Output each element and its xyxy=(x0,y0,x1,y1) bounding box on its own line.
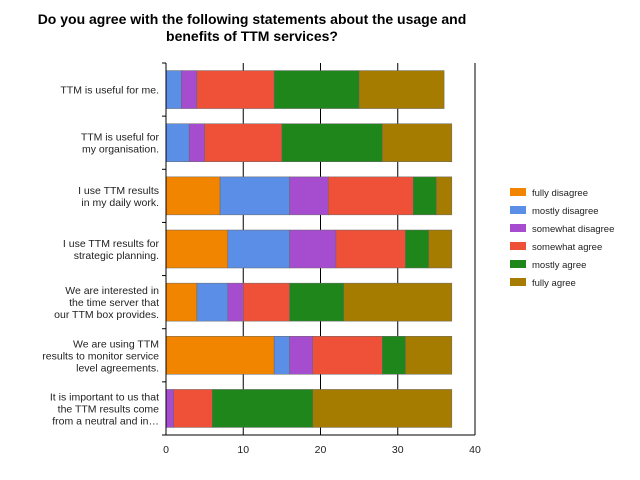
legend-label: somewhat agree xyxy=(532,242,602,253)
bar-segment-mostly-disagree xyxy=(165,70,182,109)
axes xyxy=(162,62,475,436)
bar-segment-fully-agree xyxy=(382,123,453,162)
bar-segment-somewhat-agree xyxy=(196,70,275,109)
category-label: We are interested in xyxy=(65,285,159,297)
x-tick-labels: 0 10 20 30 40 xyxy=(163,444,481,456)
category-label: I use TTM results xyxy=(78,185,159,197)
legend-swatch xyxy=(510,206,526,214)
chart-title-line: benefits of TTM services? xyxy=(166,28,338,44)
bar-segment-mostly-agree xyxy=(281,123,383,162)
bar-segment-mostly-disagree xyxy=(165,123,190,162)
bar-segment-fully-disagree xyxy=(165,176,221,216)
chart-title-line: Do you agree with the following statemen… xyxy=(38,11,467,27)
bars xyxy=(165,70,453,428)
x-tick-label: 20 xyxy=(315,444,327,456)
category-label: We are using TTM xyxy=(73,338,159,350)
bar-segment-fully-disagree xyxy=(165,336,275,375)
legend-swatch xyxy=(510,242,526,250)
legend-label: somewhat disagree xyxy=(532,224,614,235)
bar-segment-mostly-agree xyxy=(412,176,437,216)
category-labels: TTM is useful for me. TTM is useful formy… xyxy=(42,85,159,428)
legend-swatch xyxy=(510,260,526,268)
category-label: the TTM results come xyxy=(58,403,159,415)
bar-segment-somewhat-disagree xyxy=(289,176,329,216)
category-label: results to monitor service xyxy=(42,350,159,362)
bar-segment-fully-agree xyxy=(436,176,453,216)
category-label: TTM is useful for me. xyxy=(60,85,159,97)
bar-segment-mostly-agree xyxy=(289,282,344,322)
legend: fully disagree mostly disagree somewhat di… xyxy=(510,188,614,289)
category-label: I use TTM results for xyxy=(63,238,160,250)
category-label: in my daily work. xyxy=(81,197,159,209)
category-label: TTM is useful for xyxy=(81,132,160,144)
category-label: level agreements. xyxy=(76,362,159,374)
category-label: strategic planning. xyxy=(74,250,159,262)
bar-segment-mostly-disagree xyxy=(196,282,229,322)
bar-segment-somewhat-agree xyxy=(327,176,414,216)
x-tick-label: 30 xyxy=(392,444,404,456)
bar-segment-fully-agree xyxy=(405,336,453,375)
x-tick-label: 0 xyxy=(163,444,169,456)
legend-label: fully disagree xyxy=(532,188,588,199)
bar-segment-somewhat-disagree xyxy=(289,336,314,375)
bar-segment-fully-agree xyxy=(312,389,453,428)
bar-segment-fully-agree xyxy=(343,282,453,322)
x-tick-label: 40 xyxy=(469,444,481,456)
bar-segment-somewhat-agree xyxy=(173,389,213,428)
category-label: from a neutral and in… xyxy=(52,415,159,427)
category-label: our TTM box provides. xyxy=(54,309,159,321)
bar-segment-mostly-disagree xyxy=(219,176,290,216)
bar-segment-somewhat-agree xyxy=(312,336,383,375)
legend-label: fully agree xyxy=(532,278,576,289)
bar-segment-somewhat-disagree xyxy=(165,389,174,428)
bar-segment-mostly-agree xyxy=(212,389,314,428)
legend-swatch xyxy=(510,224,526,232)
bar-segment-fully-agree xyxy=(428,229,453,269)
legend-label: mostly agree xyxy=(532,260,586,271)
bar-segment-somewhat-disagree xyxy=(181,70,198,109)
bar-segment-mostly-disagree xyxy=(227,229,290,269)
bar-segment-somewhat-disagree xyxy=(188,123,205,162)
bar-segment-fully-disagree xyxy=(165,229,229,269)
bar-segment-fully-disagree xyxy=(165,282,198,322)
category-label: the time server that xyxy=(69,297,159,309)
legend-label: mostly disagree xyxy=(532,206,599,217)
category-label: my organisation. xyxy=(82,144,159,156)
legend-swatch xyxy=(510,278,526,286)
legend-swatch xyxy=(510,188,526,196)
category-label: It is important to us that xyxy=(50,391,159,403)
bar-segment-somewhat-agree xyxy=(335,229,406,269)
bar-segment-somewhat-agree xyxy=(243,282,290,322)
chart-title: Do you agree with the following statemen… xyxy=(38,11,467,44)
bar-segment-somewhat-disagree xyxy=(289,229,337,269)
bar-segment-fully-agree xyxy=(358,70,445,109)
x-tick-label: 10 xyxy=(237,444,249,456)
bar-segment-mostly-agree xyxy=(273,70,360,109)
bar-segment-mostly-disagree xyxy=(273,336,290,375)
bar-segment-mostly-agree xyxy=(405,229,429,269)
bar-segment-somewhat-agree xyxy=(204,123,283,162)
bar-segment-somewhat-disagree xyxy=(227,282,244,322)
bar-segment-mostly-agree xyxy=(382,336,406,375)
